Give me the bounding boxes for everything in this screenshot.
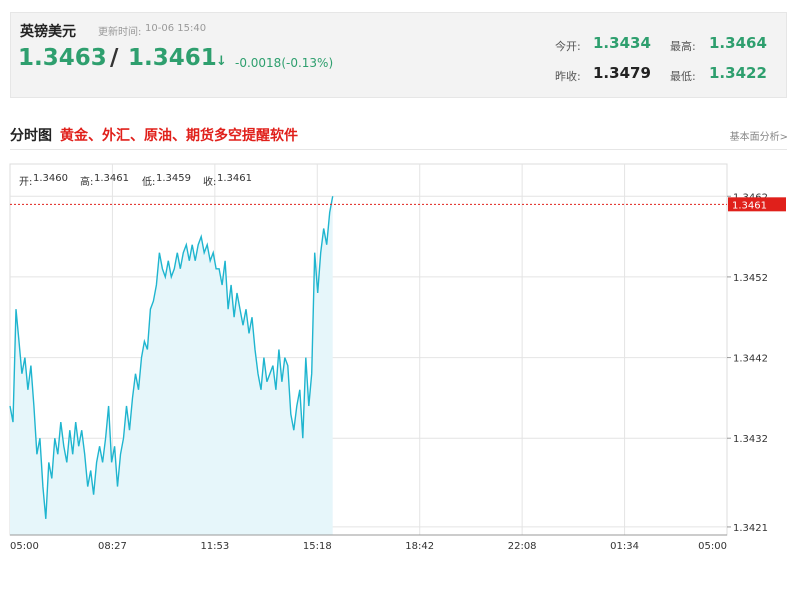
quote-panel [10,12,787,98]
prev-close-value: 1.3479 [593,64,651,82]
price-separator: / [110,45,119,71]
y-tick-label: 1.3442 [733,354,768,365]
x-tick-label: 05:00 [10,541,39,552]
promo-link[interactable]: 黄金、外汇、原油、期货多空提醒软件 [60,128,298,144]
pair-name: 英镑美元 [20,24,76,40]
y-tick-label: 1.3432 [733,434,768,445]
x-tick-label: 08:27 [98,541,127,552]
update-time: 10-06 15:40 [145,23,207,34]
x-tick-label: 22:08 [508,541,537,552]
prev-close-label: 昨收: [555,70,581,83]
down-arrow-icon: ↓ [216,54,227,69]
price-change: -0.0018(-0.13%) [235,56,334,70]
bid-price: 1.3463 [18,45,107,71]
x-axis: 05:00 08:27 11:53 15:18 18:42 22:08 01:34 05:00 [10,534,727,552]
ohlc-open-label: 开: [19,177,33,188]
divider [10,149,787,150]
low-label: 最低: [670,70,696,83]
open-label: 今开: [555,40,581,53]
x-tick-label: 05:00 [698,541,727,552]
low-value: 1.3422 [709,64,767,82]
ohlc-low-label: 低: [142,177,156,188]
high-label: 最高: [670,40,696,53]
x-tick-label: 11:53 [200,541,229,552]
x-tick-label: 01:34 [610,541,639,552]
ohlc-high-value: 1.3461 [94,173,129,184]
current-price-tag [728,197,786,212]
price-series [9,196,334,536]
ohlc-high-label: 高: [80,177,94,188]
current-price-label: 1.3461 [732,200,767,211]
ohlc-open-value: 1.3460 [33,173,68,184]
ask-price: 1.3461 [128,45,217,71]
x-tick-label: 15:18 [303,541,332,552]
y-tick-label: 1.3421 [733,523,768,534]
ohlc-low-value: 1.3459 [156,173,191,184]
current-price-marker: 1.3461 [10,197,786,212]
ohlc-close-label: 收: [203,177,217,188]
price-line [9,196,334,519]
update-time-label: 更新时间: [98,27,142,38]
x-tick-label: 18:42 [405,541,434,552]
open-value: 1.3434 [593,34,651,52]
high-value: 1.3464 [709,34,767,52]
fundamental-analysis-link[interactable]: 基本面分析> [729,132,788,143]
price-area [10,196,333,536]
section-title: 分时图 [10,128,52,144]
y-tick-label: 1.3452 [733,273,768,284]
ohlc-close-value: 1.3461 [217,173,252,184]
